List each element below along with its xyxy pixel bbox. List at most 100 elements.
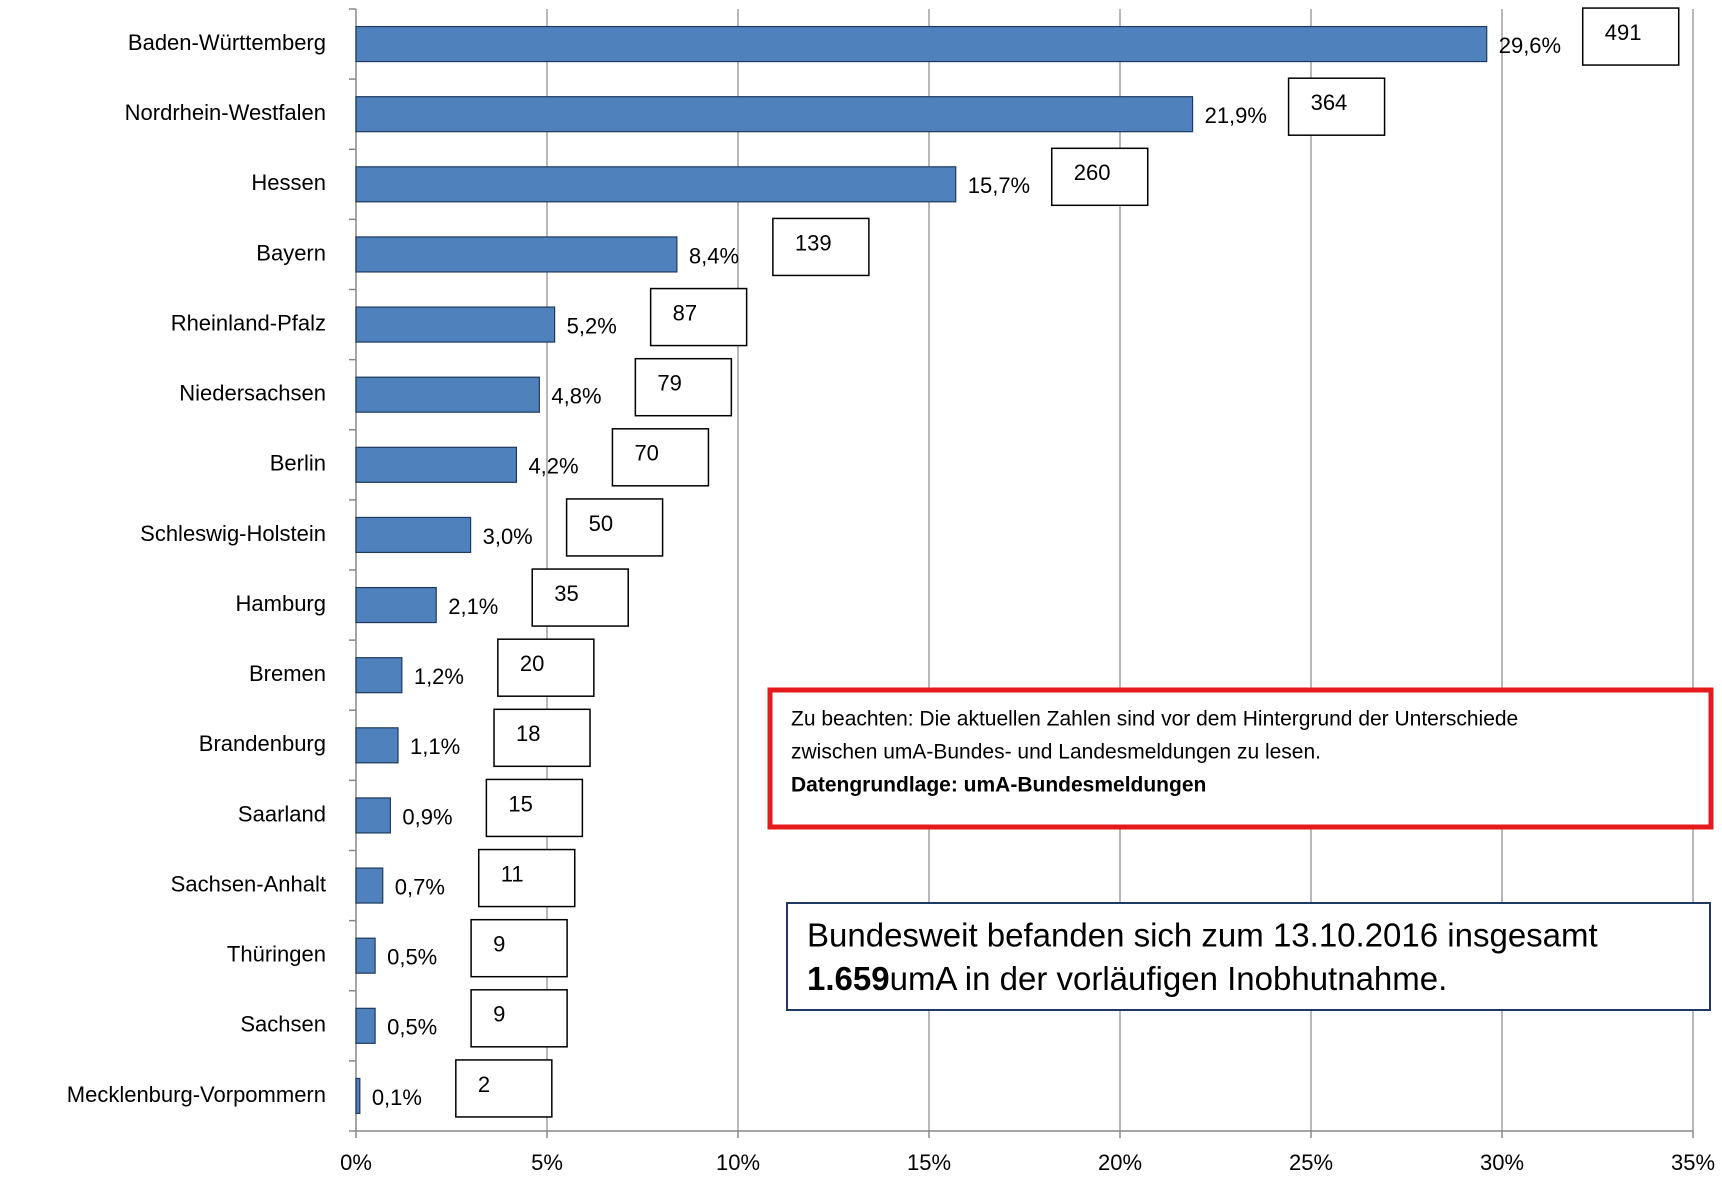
count-box [485, 778, 584, 838]
note-line: Zu beachten: Die aktuellen Zahlen sind v… [791, 708, 1518, 731]
count-label: 364 [1311, 90, 1348, 115]
bar [355, 25, 1488, 63]
count-label: 18 [516, 721, 540, 746]
x-tick-label: 0% [340, 1150, 372, 1175]
y-tick-label: Schleswig-Holstein [140, 521, 326, 546]
count-box [477, 848, 576, 908]
count-box [493, 708, 591, 768]
value-label: 0,9% [402, 804, 452, 829]
count-box [1581, 7, 1680, 66]
count-label: 9 [493, 932, 505, 957]
count-label: 260 [1074, 160, 1111, 185]
bar [355, 1007, 376, 1044]
x-tick-label: 35% [1671, 1150, 1715, 1175]
value-label: 0,7% [395, 874, 445, 899]
count-box [497, 638, 595, 697]
value-label: 21,9% [1205, 103, 1267, 128]
y-tick-label: Baden-Württemberg [128, 30, 326, 55]
bar [355, 516, 472, 554]
summary-box: Bundesweit befanden sich zum 13.10.2016 … [786, 902, 1711, 1011]
count-box [649, 287, 748, 347]
count-label: 9 [493, 1002, 505, 1027]
x-tick-label: 5% [531, 1150, 563, 1175]
bar [355, 96, 1194, 133]
count-box [531, 568, 629, 627]
value-label: 0,5% [387, 1015, 437, 1040]
count-box [470, 918, 568, 978]
value-label: 15,7% [968, 173, 1030, 198]
note-line: Datengrundlage: umA-Bundesmeldungen [791, 774, 1206, 797]
value-label: 29,6% [1499, 33, 1561, 58]
x-tick-label: 15% [907, 1150, 951, 1175]
count-label: 70 [634, 441, 658, 466]
count-box [611, 428, 710, 487]
count-box [565, 498, 664, 557]
x-tick-label: 20% [1098, 1150, 1142, 1175]
count-label: 87 [673, 300, 697, 325]
y-tick-label: Saarland [238, 801, 326, 826]
value-label: 2,1% [448, 594, 498, 619]
value-label: 3,0% [483, 524, 533, 549]
value-label: 4,2% [528, 454, 578, 479]
count-label: 79 [657, 371, 681, 396]
value-label: 8,4% [689, 243, 739, 268]
summary-line: Bundesweit befanden sich zum 13.10.2016 … [807, 917, 1598, 954]
y-tick-label: Nordrhein-Westfalen [125, 100, 326, 125]
summary-frame [786, 902, 1711, 1011]
count-label: 15 [508, 791, 532, 816]
value-label: 0,1% [372, 1085, 422, 1110]
bar [355, 937, 376, 974]
count-box [470, 989, 568, 1048]
y-tick-label: Bremen [249, 661, 326, 686]
summary-bold: 1.659 [807, 960, 890, 997]
note-box: Zu beachten: Die aktuellen Zahlen sind v… [767, 687, 1714, 830]
bar [355, 586, 437, 624]
bar [355, 376, 540, 413]
y-tick-label: Thüringen [227, 942, 326, 967]
y-tick-label: Rheinland-Pfalz [171, 310, 326, 335]
value-label: 1,1% [410, 734, 460, 759]
count-box [455, 1059, 553, 1118]
y-tick-label: Niedersachsen [179, 381, 326, 406]
bar [355, 166, 957, 203]
bar [355, 727, 399, 764]
count-box [634, 357, 733, 417]
value-label: 0,5% [387, 945, 437, 970]
count-label: 20 [520, 651, 544, 676]
summary-rest: umA in der vorläufigen Inobhutnahme. [890, 960, 1448, 997]
count-box [772, 217, 870, 277]
y-tick-label: Bayern [256, 240, 326, 265]
y-tick-label: Brandenburg [199, 731, 326, 756]
x-tick-label: 10% [716, 1150, 760, 1175]
count-label: 491 [1605, 20, 1642, 45]
bar [355, 306, 556, 343]
value-label: 4,8% [551, 384, 601, 409]
summary-line: 1.659umA in der vorläufigen Inobhutnahme… [807, 960, 1447, 997]
value-label: 1,2% [414, 664, 464, 689]
y-tick-label: Sachsen-Anhalt [171, 871, 326, 896]
bar [355, 797, 391, 834]
count-box [1287, 77, 1386, 136]
y-tick-label: Berlin [270, 451, 326, 476]
bar [355, 1077, 361, 1115]
count-label: 35 [554, 581, 578, 606]
bar [355, 236, 678, 273]
count-label: 50 [589, 511, 613, 536]
count-box [1050, 147, 1149, 207]
value-label: 5,2% [567, 313, 617, 338]
count-label: 139 [795, 230, 832, 255]
bar [355, 657, 403, 694]
y-tick-label: Mecklenburg-Vorpommern [67, 1082, 326, 1107]
x-tick-label: 25% [1289, 1150, 1333, 1175]
x-tick-label: 30% [1480, 1150, 1524, 1175]
y-tick-label: Hessen [251, 170, 326, 195]
note-line: zwischen umA-Bundes- und Landesmeldungen… [791, 741, 1321, 764]
bar [355, 446, 518, 483]
y-tick-label: Sachsen [240, 1012, 326, 1037]
count-label: 11 [501, 861, 524, 886]
count-label: 2 [478, 1072, 490, 1097]
y-tick-label: Hamburg [236, 591, 326, 616]
note-frame [767, 687, 1714, 830]
bar [355, 867, 384, 904]
